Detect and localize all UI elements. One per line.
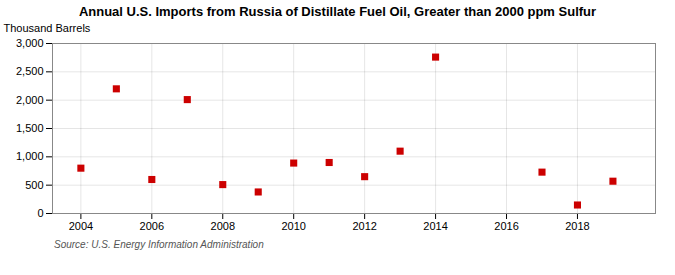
svg-text:2004: 2004 <box>69 220 93 232</box>
svg-text:2010: 2010 <box>281 220 305 232</box>
svg-text:2016: 2016 <box>494 220 518 232</box>
svg-text:2,500: 2,500 <box>16 65 44 77</box>
svg-text:2,000: 2,000 <box>16 94 44 106</box>
svg-text:500: 500 <box>25 179 43 191</box>
svg-text:2008: 2008 <box>211 220 235 232</box>
svg-text:2012: 2012 <box>352 220 376 232</box>
svg-text:3,000: 3,000 <box>16 37 44 49</box>
svg-text:1,500: 1,500 <box>16 122 44 134</box>
svg-text:2014: 2014 <box>423 220 447 232</box>
html-text:Annual U.S. Imports from Russi: Annual U.S. Imports from Russia of Disti… <box>78 4 597 19</box>
html-text:Source: U.S. Energy Informatio: Source: U.S. Energy Information Administ… <box>54 239 264 250</box>
svg-text:2018: 2018 <box>565 220 589 232</box>
svg-text:0: 0 <box>37 207 43 219</box>
svg-text:1,000: 1,000 <box>16 150 44 162</box>
svg-text:Thousand Barrels: Thousand Barrels <box>4 22 91 34</box>
svg-text:2006: 2006 <box>140 220 164 232</box>
